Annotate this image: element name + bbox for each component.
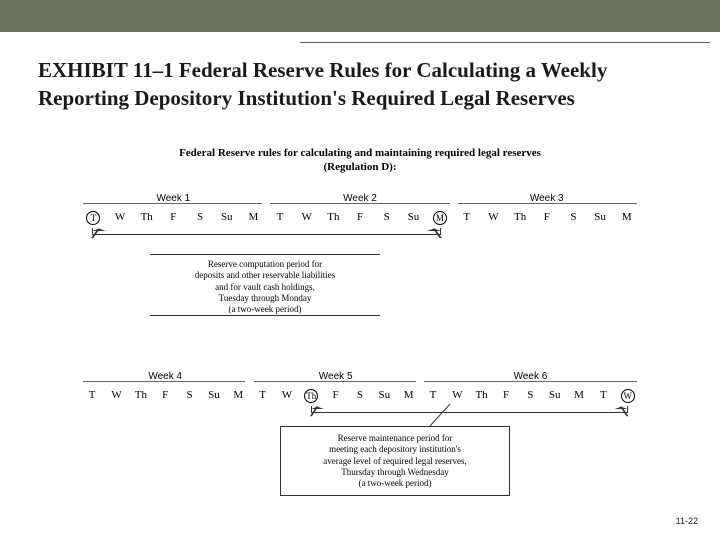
desc-line: and for vault cash holdings, [150,282,380,293]
subhead-line1: Federal Reserve rules for calculating an… [80,146,640,160]
week-bracket [83,203,262,209]
day-cell: Su [213,211,240,225]
desc-line: deposits and other reservable liabilitie… [150,270,380,281]
diagram-container: Federal Reserve rules for calculating an… [80,146,640,431]
week-bracket [270,203,449,209]
desc-line: average level of required legal reserves… [291,456,499,467]
day-cell: W [275,389,299,403]
day-cell: F [347,211,374,225]
day-cell: M [567,389,591,403]
day-cell: F [153,389,177,403]
maint-connector [390,404,470,426]
week-bracket [254,381,416,387]
day-cell: Th [299,389,323,403]
page-number: 11-22 [676,516,698,526]
days-row-top: TWThFSSuMTWThFSSuMTWThFSSuM [80,211,640,225]
days-row-bottom: TWThFSSuMTWThFSSuMTWThFSSuMTW [80,389,640,403]
day-cell: F [533,211,560,225]
weeks-bottom-row: Week 4 Week 5 Week 6 TWThFSSuMTWThFSSuMT… [80,371,640,427]
day-cell: M [240,211,267,225]
week-bracket [83,381,245,387]
exhibit-title: EXHIBIT 11–1 Federal Reserve Rules for C… [38,56,682,113]
day-cell: W [104,389,128,403]
header-rule [300,42,710,43]
day-cell: Th [470,389,494,403]
day-cell: W [616,389,640,403]
day-cell: W [445,389,469,403]
day-cell: W [107,211,134,225]
arrow-left [92,227,441,243]
computation-description: Reserve computation period fordeposits a… [150,254,380,316]
day-cell: Th [507,211,534,225]
day-cell: Th [133,211,160,225]
desc-line: (a two-week period) [150,304,380,315]
day-cell: S [373,211,400,225]
day-cell: T [267,211,294,225]
day-cell: T [421,389,445,403]
diagram-subhead: Federal Reserve rules for calculating an… [80,146,640,175]
day-cell: F [323,389,347,403]
desc-line: meeting each depository institution's [291,444,499,455]
subhead-line2: (Regulation D): [80,160,640,174]
weeks-top-row: Week 1 Week 2 Week 3 TWThFSSuMTWThFSSuMT… [80,193,640,249]
day-cell: T [250,389,274,403]
day-cell: T [80,389,104,403]
day-cell: Th [129,389,153,403]
header-bar [0,0,720,32]
day-cell: W [293,211,320,225]
day-cell: T [453,211,480,225]
desc-line: (a two-week period) [291,478,499,489]
desc-line: Tuesday through Monday [150,293,380,304]
day-cell: M [226,389,250,403]
week-bracket [424,381,637,387]
day-cell: Su [400,211,427,225]
maintenance-description: Reserve maintenance period formeeting ea… [280,426,510,496]
desc-line: Reserve computation period for [150,259,380,270]
day-cell: Su [202,389,226,403]
day-cell: W [480,211,507,225]
day-cell: T [591,389,615,403]
day-cell: F [494,389,518,403]
day-cell: Su [587,211,614,225]
day-cell: T [80,211,107,225]
desc-line: Reserve maintenance period for [291,433,499,444]
day-cell: Su [372,389,396,403]
desc-line: Thursday through Wednesday [291,467,499,478]
day-cell: S [518,389,542,403]
day-cell: S [177,389,201,403]
day-cell: S [187,211,214,225]
day-cell: S [348,389,372,403]
day-cell: M [396,389,420,403]
week-bracket [458,203,637,209]
day-cell: F [160,211,187,225]
day-cell: S [560,211,587,225]
day-cell: M [613,211,640,225]
day-cell: Su [543,389,567,403]
day-cell: M [427,211,454,225]
day-cell: Th [320,211,347,225]
